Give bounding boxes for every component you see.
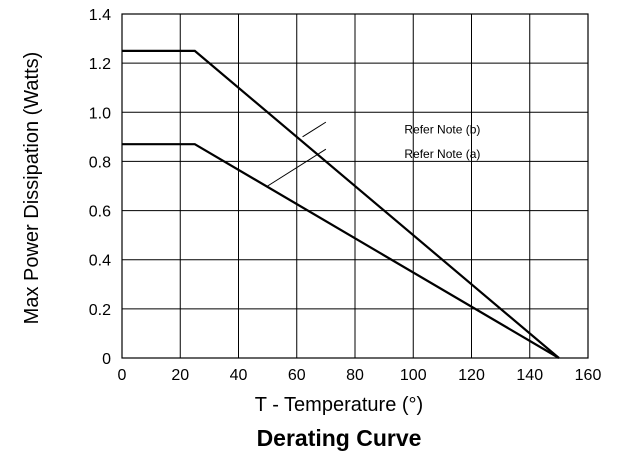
x-tick-label: 160: [575, 367, 602, 384]
x-tick-label: 140: [516, 367, 543, 384]
x-tick-label: 120: [458, 367, 485, 384]
series-line-1: [122, 49, 560, 359]
x-tick-label: 40: [230, 367, 248, 384]
annotation-leader: [302, 121, 327, 138]
y-axis-title: Max Power Dissipation (Watts): [21, 52, 43, 325]
y-tick-label: 1.0: [89, 105, 111, 122]
plot-frame: [121, 13, 589, 359]
annotation-label: Refer Note (a): [404, 147, 480, 161]
y-tick-label: 1.2: [89, 56, 111, 73]
y-tick-label: 0.6: [89, 204, 111, 221]
y-tick-label: 0: [102, 351, 111, 368]
y-tick-label: 0.4: [89, 253, 111, 270]
x-tick-label: 60: [288, 367, 306, 384]
annotation-leader: [267, 148, 327, 187]
y-tick-label: 0.8: [89, 154, 111, 171]
x-tick-labels: 0 20 40 60 80 100 120 140 160: [118, 367, 602, 384]
x-axis-title: T - Temperature (°): [255, 394, 423, 416]
series-group: [122, 49, 560, 359]
annotation-label: Refer Note (b): [404, 122, 480, 136]
y-tick-label: 1.4: [89, 7, 111, 24]
x-tick-label: 80: [346, 367, 364, 384]
x-tick-label: 100: [400, 367, 427, 384]
y-tick-label: 0.2: [89, 302, 111, 319]
annotations: Refer Note (b) Refer Note (a): [267, 121, 480, 187]
series-line-2: [122, 143, 560, 359]
x-tick-label: 20: [171, 367, 189, 384]
chart-title: Derating Curve: [257, 425, 422, 451]
x-tick-label: 0: [118, 367, 127, 384]
y-tick-labels: 0 0.2 0.4 0.6 0.8 1.0 1.2 1.4: [89, 7, 111, 368]
